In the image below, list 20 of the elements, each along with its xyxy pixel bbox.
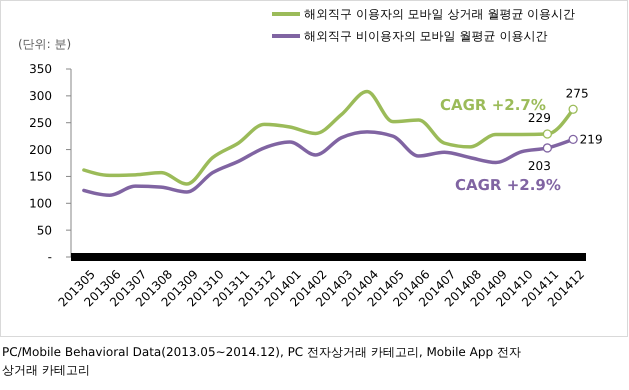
data-label: 275 bbox=[566, 86, 589, 100]
y-tick-label: - bbox=[48, 250, 52, 264]
data-label: 219 bbox=[580, 132, 603, 146]
legend-label: 해외직구 이용자의 모바일 상거래 월평균 이용시간 bbox=[304, 7, 576, 22]
point bbox=[542, 129, 552, 139]
legend-label: 해외직구 비이용자의 모바일 월평균 이용시간 bbox=[304, 29, 548, 44]
y-tick-label: 200 bbox=[29, 142, 52, 157]
point bbox=[568, 134, 578, 144]
point bbox=[542, 143, 552, 153]
data-label: 203 bbox=[528, 158, 551, 173]
annotation: CAGR +2.9% bbox=[455, 176, 561, 194]
y-axis-title: (단위: 분) bbox=[18, 37, 72, 51]
y-tick-label: 50 bbox=[36, 223, 52, 238]
y-tick-label: 150 bbox=[29, 170, 52, 184]
y-tick-label: 300 bbox=[29, 89, 52, 104]
y-tick-label: 350 bbox=[29, 62, 52, 76]
point bbox=[568, 104, 578, 114]
text: PC/Mobile Behavioral Data(2013.05~2014.12), PC 전자상거래 카테고리, Mobile App 전자상거래 카테고리 bbox=[2, 345, 521, 377]
y-tick-label: 100 bbox=[29, 196, 52, 210]
y-tick-label: 250 bbox=[29, 116, 52, 130]
